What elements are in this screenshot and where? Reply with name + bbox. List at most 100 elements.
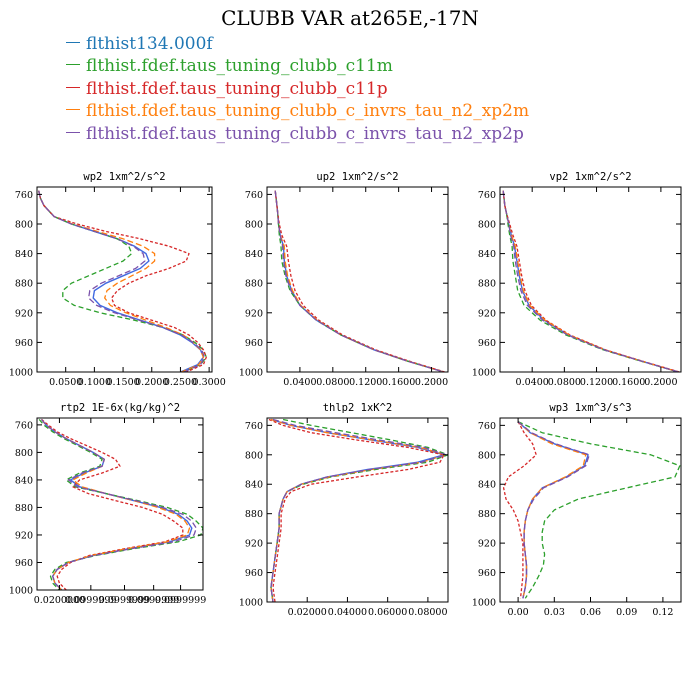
panel-1: wp2 1xm^2/s^2 760 800 840 880 920 960 1000 0.050… xyxy=(9,171,226,388)
y-tick-label: 1000 xyxy=(472,368,496,379)
series-line xyxy=(38,190,207,372)
y-tick-label: 840 xyxy=(245,480,263,491)
series-line xyxy=(270,418,447,602)
series-line xyxy=(270,418,448,602)
x-tick-label: 0.0400 xyxy=(283,377,316,388)
series-line xyxy=(274,190,445,372)
legend-label: flthist134.000f xyxy=(86,34,213,54)
y-tick-label: 800 xyxy=(478,450,496,461)
x-tick-label: 0.1500 xyxy=(106,377,139,388)
x-tick-label: 0.1200 xyxy=(580,377,613,388)
legend-item: flthist.fdef.taus_tuning_clubb_c_invrs_t… xyxy=(66,123,529,145)
y-tick-label: 880 xyxy=(15,503,33,514)
y-tick-label: 760 xyxy=(245,190,263,201)
panel-5: thlp2 1xK^2 760 800 840 880 920 960 1000 0.02000… xyxy=(239,402,449,618)
panel-title: thlp2 1xK^2 xyxy=(323,402,393,414)
panel-title: up2 1xm^2/s^2 xyxy=(316,171,398,183)
x-tick-label: 0.0200000 xyxy=(34,595,85,606)
panel-title: wp3 1xm^3/s^3 xyxy=(549,402,631,414)
y-tick-label: 880 xyxy=(478,279,496,290)
x-tick-label: 0.0800 xyxy=(316,377,349,388)
series-line xyxy=(517,421,681,599)
y-tick-label: 760 xyxy=(15,190,33,201)
x-tick-label: 0.2000 xyxy=(415,377,448,388)
series-line xyxy=(38,418,203,590)
x-tick-label: 0.0400 xyxy=(516,377,549,388)
y-tick-label: 800 xyxy=(478,220,496,231)
y-tick-label: 840 xyxy=(15,249,33,260)
x-tick-label: 0.2500 xyxy=(164,377,197,388)
y-tick-label: 960 xyxy=(245,338,263,349)
y-tick-label: 840 xyxy=(478,249,496,260)
legend-label: flthist.fdef.taus_tuning_clubb_c_invrs_t… xyxy=(86,123,524,144)
main-title: CLUBB VAR at265E,-17N xyxy=(221,6,479,30)
y-tick-label: 840 xyxy=(245,249,263,260)
series-line xyxy=(274,190,445,372)
x-tick-label: 0.0999999 xyxy=(128,595,179,606)
series-line xyxy=(517,421,589,599)
y-tick-label: 760 xyxy=(478,421,496,432)
y-tick-label: 800 xyxy=(245,450,263,461)
y-tick-label: 960 xyxy=(245,568,263,579)
y-tick-label: 1000 xyxy=(239,368,263,379)
y-tick-label: 920 xyxy=(478,308,496,319)
y-tick-label: 1000 xyxy=(472,598,496,609)
y-tick-label: 800 xyxy=(15,448,33,459)
legend-swatch xyxy=(66,131,80,133)
x-tick-label: 0.00 xyxy=(508,607,529,618)
series-line xyxy=(274,190,445,372)
plot-frame xyxy=(499,186,682,373)
y-tick-label: 920 xyxy=(245,539,263,550)
y-tick-label: 880 xyxy=(245,509,263,520)
y-tick-label: 1000 xyxy=(9,586,33,597)
x-tick-label: 0.2000 xyxy=(644,377,677,388)
series-line xyxy=(274,190,445,372)
x-tick-label: 0.0999999 xyxy=(155,595,206,606)
series-line xyxy=(38,190,205,372)
x-tick-label: 0.1000 xyxy=(78,377,111,388)
x-tick-label: 0.0999999 xyxy=(99,595,150,606)
legend-label: flthist.fdef.taus_tuning_clubb_c11m xyxy=(86,56,393,77)
y-tick-label: 920 xyxy=(478,539,496,550)
y-tick-label: 960 xyxy=(478,338,496,349)
plot-frame xyxy=(266,417,449,603)
y-tick-label: 760 xyxy=(15,420,33,431)
y-tick-label: 1000 xyxy=(239,598,263,609)
y-tick-label: 760 xyxy=(245,421,263,432)
series-line xyxy=(274,190,445,372)
series-line xyxy=(517,421,590,599)
series-line xyxy=(502,190,680,372)
x-tick-label: 0.1600 xyxy=(612,377,645,388)
panel-title: vp2 1xm^2/s^2 xyxy=(549,171,631,183)
legend-item: flthist.fdef.taus_tuning_clubb_c11p xyxy=(66,78,529,100)
x-tick-label: 0.06000 xyxy=(368,607,407,618)
series-line xyxy=(502,190,679,372)
x-tick-label: 0.3000 xyxy=(193,377,226,388)
y-tick-label: 960 xyxy=(15,338,33,349)
y-tick-label: 960 xyxy=(478,568,496,579)
legend-item: flthist.fdef.taus_tuning_clubb_c_invrs_t… xyxy=(66,100,529,122)
x-tick-label: 0.06 xyxy=(580,607,601,618)
series-line xyxy=(502,421,537,599)
y-tick-label: 760 xyxy=(478,190,496,201)
x-tick-label: 0.1600 xyxy=(382,377,415,388)
x-tick-label: 0.0500 xyxy=(49,377,82,388)
x-tick-label: 0.08000 xyxy=(408,607,447,618)
y-tick-label: 920 xyxy=(15,308,33,319)
y-tick-label: 880 xyxy=(15,279,33,290)
series-line xyxy=(41,418,184,590)
x-tick-label: 0.2000 xyxy=(135,377,168,388)
series-line xyxy=(40,418,193,590)
x-tick-label: 0.0800 xyxy=(548,377,581,388)
y-tick-label: 800 xyxy=(245,220,263,231)
legend-item: flthist.fdef.taus_tuning_clubb_c11m xyxy=(66,55,529,77)
y-tick-label: 1000 xyxy=(9,368,33,379)
panel-title: wp2 1xm^2/s^2 xyxy=(83,171,165,183)
legend-swatch xyxy=(66,64,80,66)
y-tick-label: 880 xyxy=(478,509,496,520)
x-tick-label: 0.1200 xyxy=(349,377,382,388)
x-tick-label: 0.09 xyxy=(616,607,637,618)
x-tick-label: 0.03 xyxy=(544,607,565,618)
panel-title: rtp2 1E-6x(kg/kg)^2 xyxy=(60,402,180,414)
